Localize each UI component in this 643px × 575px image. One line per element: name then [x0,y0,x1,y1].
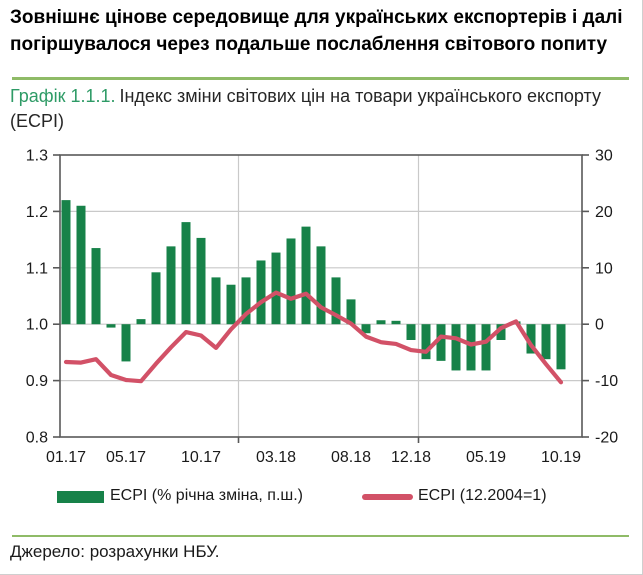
line-series [63,290,564,385]
bar-12.18 [406,324,416,340]
bar-09.19 [541,324,551,360]
bar-09.18 [361,324,371,334]
x-axis-tick-label: 10.19 [541,449,581,466]
bar-10.18 [376,320,386,325]
chart-caption-text: Індекс зміни світових цін на товари укра… [10,86,601,131]
bar-02.18 [256,260,266,325]
x-axis-tick-label: 01.17 [46,449,86,466]
bar-10.19 [556,324,566,370]
bar-07.17 [151,272,161,325]
bar-10.17 [196,237,206,325]
bar-03.17 [91,248,101,325]
bar-07.18 [331,277,341,325]
right-axis-tick-label: -20 [595,430,618,447]
bar-01.18 [241,277,251,325]
separator-bottom [12,535,629,537]
left-axis-tick-label: 0.9 [26,373,48,390]
plot-border [59,154,583,438]
bar-08.17 [166,246,176,325]
bar-02.17 [76,205,86,325]
left-axis-tick-label: 1.0 [26,317,48,334]
x-axis-tick-label: 03.18 [256,449,296,466]
bar-11.18 [391,320,401,325]
gridlines [60,155,582,437]
chart-legend: ECPI (% річна зміна, п.ш.) ECPI (12.2004… [0,482,642,512]
bar-06.17 [136,319,146,325]
legend-line-swatch [362,494,413,500]
right-axis-tick-label: 30 [595,148,613,165]
legend-bar-label: ECPI (% річна зміна, п.ш.) [110,487,303,504]
separator-top [12,77,629,80]
x-axis-tick-label: 08.18 [331,449,371,466]
right-axis-tick-label: 0 [595,317,604,334]
left-axis-tick-label: 1.2 [26,204,48,221]
bar-03.19 [451,324,461,371]
bar-01.19 [421,324,431,360]
bar-05.19 [481,324,491,371]
x-axis-tick-label: 05.19 [466,449,506,466]
left-axis-tick-label: 1.1 [26,260,48,277]
left-axis-tick-label: 1.3 [26,148,48,165]
bar-04.18 [286,238,296,325]
bar-05.17 [121,324,131,362]
legend-line-label: ECPI (12.2004=1) [418,487,547,504]
chart-caption: Графік 1.1.1. Індекс зміни світових цін н… [10,84,620,134]
chart-area: 1.3 1.2 1.1 1.0 0.9 0.8 30 20 10 0 -10 -20 01.17 05.1… [0,140,642,475]
bar-05.18 [301,226,311,325]
source-note: Джерело: розрахунки НБУ. [10,542,220,561]
bar-series [61,200,566,371]
bar-09.17 [181,222,191,325]
bar-06.18 [316,246,326,325]
legend-bar-swatch [57,491,104,503]
right-axis-tick-label: -10 [595,373,618,390]
bar-08.18 [346,299,356,325]
x-axis-tick-label: 12.18 [391,449,431,466]
bar-02.19 [436,324,446,361]
right-axis-tick-label: 20 [595,204,613,221]
x-axis-tick-label: 05.17 [106,449,146,466]
left-axis-tick-label: 0.8 [26,430,48,447]
bar-08.19 [526,324,536,354]
bar-01.17 [61,200,71,325]
right-axis-tick-label: 10 [595,260,613,277]
bar-04.17 [106,324,116,328]
bar-11.17 [211,277,221,325]
bar-12.17 [226,284,236,325]
chart-caption-number: Графік 1.1.1. [10,86,116,106]
bar-06.19 [496,324,506,340]
bar-03.18 [271,252,281,325]
bar-04.19 [466,324,476,371]
x-axis-tick-label: 10.17 [181,449,221,466]
ecpi-combo-chart: 1.3 1.2 1.1 1.0 0.9 0.8 30 20 10 0 -10 -20 01.17 05.1… [26,148,618,467]
axis-labels: 1.3 1.2 1.1 1.0 0.9 0.8 30 20 10 0 -10 -20 01.17 05.1… [26,148,618,467]
page-title: Зовнішнє цінове середовище для українськ… [10,7,623,55]
